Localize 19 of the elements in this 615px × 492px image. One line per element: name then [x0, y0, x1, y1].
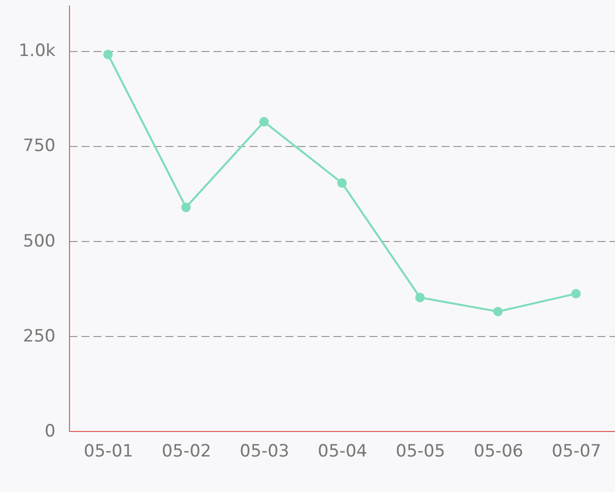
x-tick-label: 05-01	[84, 442, 134, 462]
x-tick-label: 05-02	[162, 442, 212, 462]
x-tick-label: 05-05	[396, 442, 446, 462]
y-tick-label: 500	[23, 231, 56, 252]
point	[571, 288, 581, 298]
y-tick-label: 250	[23, 326, 56, 346]
point	[493, 306, 503, 316]
x-tick-label: 05-04	[318, 442, 368, 462]
x-tick-label: 05-03	[240, 442, 290, 462]
point	[337, 178, 347, 188]
point	[181, 202, 191, 212]
y-tick-label: 0	[44, 422, 56, 442]
y-tick-label: 1.0k	[18, 41, 56, 62]
x-tick-label: 05-06	[474, 442, 524, 462]
point	[415, 292, 425, 302]
x-tick-label: 05-07	[552, 442, 602, 462]
y-tick-label: 750	[23, 136, 56, 156]
point	[103, 50, 113, 60]
point	[259, 117, 269, 127]
